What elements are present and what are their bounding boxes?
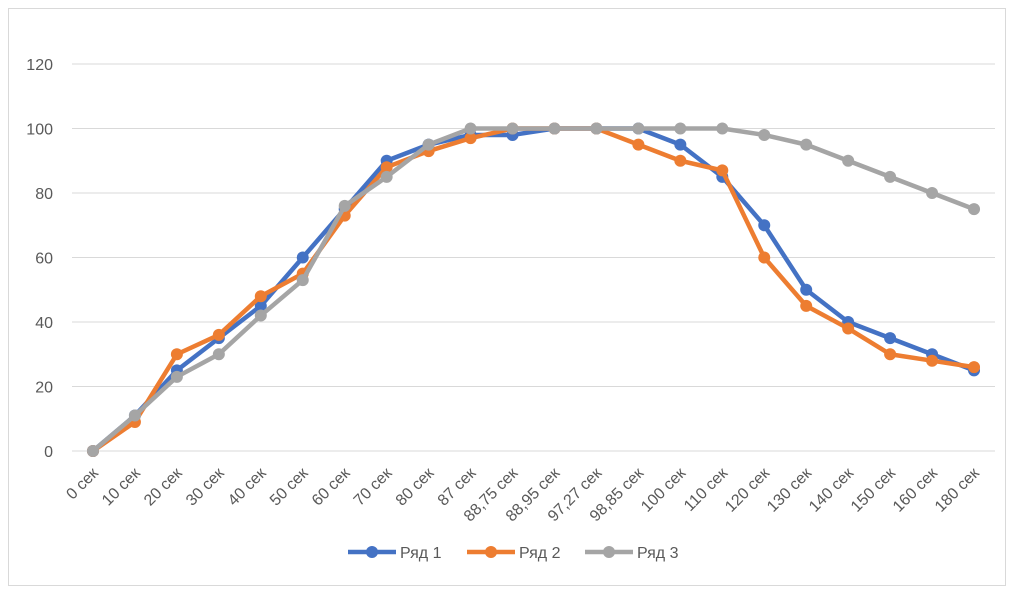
y-tick-label: 80 <box>35 186 53 203</box>
data-point <box>926 354 939 367</box>
legend-item: Ряд 1 <box>348 545 442 562</box>
legend-swatch-marker <box>366 546 378 558</box>
x-tick-label: 110 сек <box>681 464 732 515</box>
legend-swatch-marker <box>603 546 615 558</box>
y-axis-ticks: 0 20 40 60 80 100 120 <box>26 57 53 461</box>
x-tick-label: 130 сек <box>764 464 816 516</box>
data-point <box>632 138 645 151</box>
data-point <box>254 290 267 303</box>
data-point <box>212 328 225 341</box>
data-point <box>380 161 393 174</box>
data-point <box>758 128 771 141</box>
x-tick-label: 80 сек <box>393 464 438 509</box>
legend-swatch-marker <box>485 546 497 558</box>
data-point <box>884 332 897 345</box>
data-point <box>842 154 855 167</box>
series-line <box>90 126 977 454</box>
x-tick-label: 70 сек <box>351 464 396 509</box>
legend: Ряд 1 Ряд 2 Ряд 3 <box>348 545 679 562</box>
x-tick-label: 30 сек <box>183 464 228 509</box>
data-point <box>632 122 645 135</box>
data-point <box>170 370 183 383</box>
y-tick-label: 100 <box>26 122 53 139</box>
x-tick-label: 120 сек <box>722 464 774 516</box>
x-tick-label: 0 сек <box>63 464 102 503</box>
data-point <box>758 219 771 232</box>
y-tick-label: 20 <box>35 380 53 397</box>
x-tick-label: 100 сек <box>638 464 690 516</box>
x-tick-label: 20 сек <box>141 464 186 509</box>
data-point <box>842 322 855 335</box>
y-tick-label: 120 <box>26 57 53 74</box>
chart-frame <box>8 8 1006 586</box>
x-tick-label: 160 сек <box>890 464 942 516</box>
data-point <box>884 170 897 183</box>
series-1 <box>86 122 981 457</box>
data-point <box>716 122 729 135</box>
legend-item: Ряд 3 <box>585 545 679 562</box>
x-tick-label: 180 сек <box>932 464 984 516</box>
data-point <box>86 445 99 457</box>
data-point <box>296 251 309 264</box>
x-tick-label: 150 сек <box>848 464 900 516</box>
data-point <box>674 138 687 151</box>
data-point <box>254 309 267 322</box>
data-point <box>926 187 939 199</box>
data-point <box>338 199 351 212</box>
y-tick-label: 0 <box>44 444 53 461</box>
x-tick-label: 60 сек <box>309 464 354 509</box>
data-point <box>758 251 771 264</box>
data-point <box>464 122 477 135</box>
data-point <box>716 164 729 177</box>
gridlines <box>72 63 995 452</box>
data-point <box>800 299 813 312</box>
x-tick-label: 10 сек <box>99 464 144 509</box>
data-point <box>128 409 141 422</box>
data-point <box>296 274 309 287</box>
data-point <box>674 154 687 167</box>
data-point <box>590 122 603 135</box>
y-tick-label: 60 <box>35 251 53 268</box>
series-line <box>90 126 977 454</box>
series-lines <box>86 122 981 457</box>
series-3 <box>86 122 981 457</box>
data-point <box>380 170 393 183</box>
data-point <box>674 122 687 135</box>
x-tick-label: 140 сек <box>806 464 858 516</box>
data-point <box>800 138 813 151</box>
x-tick-label: 50 сек <box>267 464 312 509</box>
data-point <box>506 122 519 135</box>
data-point <box>968 203 981 216</box>
data-point <box>422 138 435 151</box>
data-point <box>212 348 225 361</box>
data-point <box>968 361 981 374</box>
x-tick-label: 40 сек <box>225 464 270 509</box>
data-point <box>884 348 897 361</box>
data-point <box>800 283 813 296</box>
series-line <box>90 126 977 454</box>
legend-label: Ряд 3 <box>637 545 679 562</box>
data-point <box>464 132 477 145</box>
data-point <box>170 348 183 361</box>
legend-label: Ряд 1 <box>400 545 442 562</box>
legend-item: Ряд 2 <box>467 545 561 562</box>
data-point <box>254 299 267 312</box>
y-tick-label: 40 <box>35 315 53 332</box>
legend-label: Ряд 2 <box>519 545 561 562</box>
data-point <box>548 122 561 135</box>
series-2 <box>86 122 981 457</box>
